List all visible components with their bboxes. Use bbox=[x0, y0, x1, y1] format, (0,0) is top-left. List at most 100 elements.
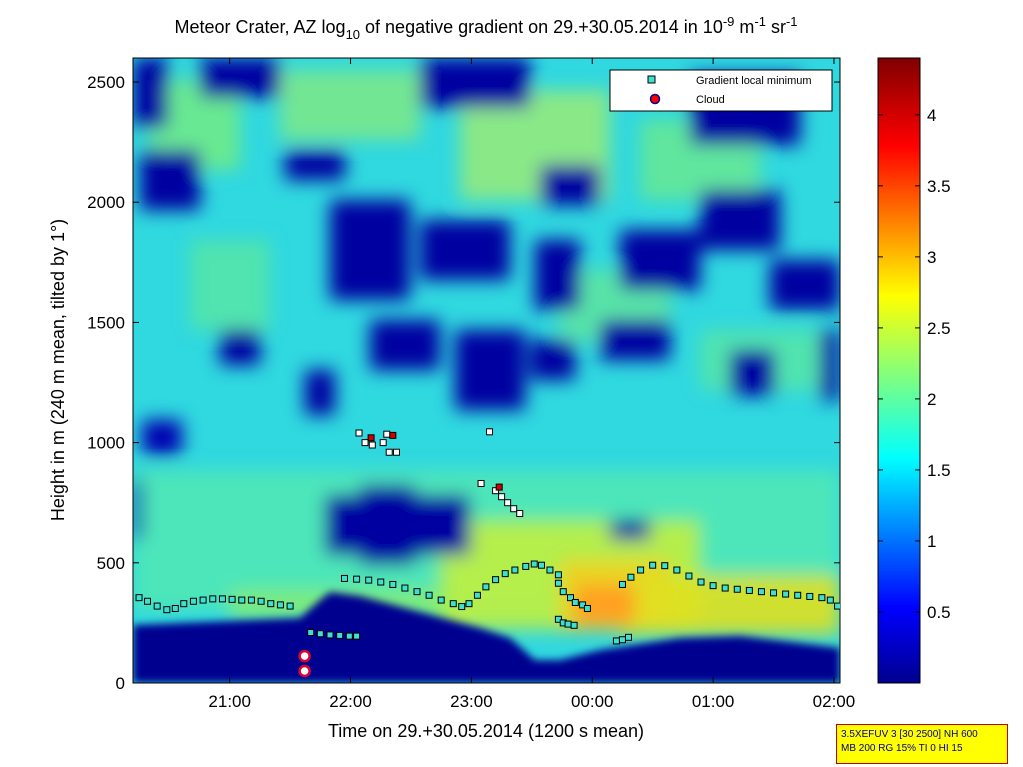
gradient-minimum-marker bbox=[571, 598, 579, 606]
gradient-minimum-marker bbox=[627, 573, 635, 581]
gradient-minimum-marker bbox=[618, 580, 626, 588]
gradient-minimum-marker bbox=[826, 596, 834, 604]
colorbar-tick-label: 4 bbox=[927, 106, 936, 125]
colorbar-tick-label: 1.5 bbox=[927, 461, 951, 480]
gradient-minimum-marker bbox=[570, 621, 578, 629]
gradient-minimum-marker bbox=[511, 566, 519, 574]
legend-label-gradient-minimum: Gradient local minimum bbox=[696, 75, 812, 87]
cloud-marker bbox=[389, 431, 397, 439]
gradient-minimum-marker bbox=[345, 632, 353, 640]
gradient-minimum-marker bbox=[579, 601, 587, 609]
gradient-minimum-marker bbox=[336, 631, 344, 639]
gradient-minimum-marker bbox=[189, 597, 197, 605]
plot-area bbox=[132, 57, 841, 684]
y-tick-label: 500 bbox=[97, 554, 125, 573]
heatmap-field bbox=[133, 58, 840, 683]
gradient-minimum-marker bbox=[673, 566, 681, 574]
gradient-minimum-marker bbox=[307, 629, 315, 637]
gradient-minimum-marker bbox=[554, 579, 562, 587]
gradient-minimum-marker bbox=[401, 584, 409, 592]
gradient-minimum-marker bbox=[425, 591, 433, 599]
gradient-minimum-marker bbox=[559, 588, 567, 596]
y-tick-label: 2500 bbox=[87, 73, 125, 92]
gradient-minimum-marker bbox=[492, 487, 500, 495]
gradient-minimum-marker bbox=[355, 429, 363, 437]
gradient-minimum-marker bbox=[834, 602, 840, 610]
gradient-minimum-marker bbox=[316, 630, 324, 638]
gradient-minimum-marker bbox=[537, 561, 545, 569]
gradient-minimum-marker bbox=[267, 600, 275, 608]
gradient-minimum-marker bbox=[583, 604, 591, 612]
gradient-minimum-marker bbox=[365, 576, 373, 584]
gradient-minimum-marker bbox=[486, 428, 494, 436]
gradient-minimum-marker bbox=[564, 620, 572, 628]
gradient-minimum-marker bbox=[530, 560, 538, 568]
colorbar-ticks: 0.5 1 1.5 2 2.5 3 3.5 4 bbox=[878, 106, 951, 622]
legend-marker-cloud bbox=[649, 93, 661, 105]
gradient-minimum-marker bbox=[685, 572, 693, 580]
gradient-minimum-marker bbox=[697, 578, 705, 586]
colorbar-tick-label: 3 bbox=[927, 248, 936, 267]
settings-info-line-1: 3.5XEFUV 3 [30 2500] NH 600 bbox=[841, 729, 978, 740]
x-tick-label: 22:00 bbox=[329, 692, 372, 711]
gradient-minimum-marker bbox=[449, 600, 457, 608]
cloud-marker bbox=[298, 664, 311, 678]
gradient-minimum-marker bbox=[153, 602, 161, 610]
y-tick-label: 1000 bbox=[87, 434, 125, 453]
gradient-minimum-marker bbox=[180, 600, 188, 608]
gradient-minimum-marker bbox=[385, 448, 393, 456]
gradient-minimum-marker bbox=[353, 575, 361, 583]
gradient-minimum-marker bbox=[501, 570, 509, 578]
settings-info-line-2: MB 200 RG 15% TI 0 HI 15 bbox=[841, 743, 963, 754]
x-tick-label: 02:00 bbox=[813, 692, 856, 711]
gradient-minimum-marker bbox=[171, 604, 179, 612]
x-axis: 21:00 22:00 23:00 00:00 01:00 02:00 bbox=[208, 58, 855, 711]
legend-box bbox=[609, 69, 833, 112]
gradient-minimum-marker bbox=[504, 499, 512, 507]
gradient-minimum-marker bbox=[218, 595, 226, 603]
gradient-minimum-marker bbox=[276, 601, 284, 609]
colorbar-tick-label: 0.5 bbox=[927, 603, 951, 622]
gradient-minimum-marker bbox=[745, 586, 753, 594]
gradient-minimum-marker bbox=[477, 479, 485, 487]
chart-title: Meteor Crater, AZ log10 of negative grad… bbox=[174, 14, 797, 42]
colorbar-tick-label: 1 bbox=[927, 532, 936, 551]
gradient-minimum-marker bbox=[379, 439, 387, 447]
gradient-minimum-marker bbox=[618, 636, 626, 644]
gradient-minimum-marker bbox=[782, 590, 790, 598]
gradient-minimum-marker bbox=[286, 602, 294, 610]
gradient-minimum-marker bbox=[368, 441, 376, 449]
gradient-minimum-marker bbox=[144, 597, 152, 605]
legend-label-cloud: Cloud bbox=[696, 94, 725, 106]
gradient-minimum-marker bbox=[163, 606, 171, 614]
gradient-minimum-marker bbox=[228, 595, 236, 603]
gradient-minimum-marker bbox=[637, 566, 645, 574]
gradient-minimum-marker bbox=[340, 574, 348, 582]
colorbar-tick-label: 3.5 bbox=[927, 177, 951, 196]
gradient-minimum-marker bbox=[770, 589, 778, 597]
gradient-minimum-marker bbox=[612, 637, 620, 645]
gradient-minimum-marker bbox=[554, 615, 562, 623]
y-axis: 0 500 1000 1500 2000 2500 bbox=[87, 73, 840, 693]
x-tick-label: 01:00 bbox=[692, 692, 735, 711]
gradient-minimum-marker bbox=[516, 510, 524, 518]
gradient-minimum-marker bbox=[413, 588, 421, 596]
settings-info-box: 3.5XEFUV 3 [30 2500] NH 600 MB 200 RG 15… bbox=[836, 724, 1008, 764]
cloud-marker bbox=[298, 649, 311, 663]
gradient-minimum-marker bbox=[649, 561, 657, 569]
colorbar-tick-label: 2 bbox=[927, 390, 936, 409]
gradient-minimum-marker bbox=[498, 493, 506, 501]
gradient-minimum-marker bbox=[465, 600, 473, 608]
cloud-markers bbox=[298, 431, 503, 678]
gradient-minimum-marker bbox=[546, 566, 554, 574]
gradient-minimum-marker bbox=[458, 603, 466, 611]
gradient-minimum-marker bbox=[361, 439, 369, 447]
colorbar-gradient bbox=[877, 57, 921, 684]
colorbar-tick-label: 2.5 bbox=[927, 319, 951, 338]
gradient-minimum-marker bbox=[473, 591, 481, 599]
gradient-minimum-marker bbox=[389, 580, 397, 588]
gradient-minimum-marker bbox=[377, 578, 385, 586]
x-tick-label: 00:00 bbox=[571, 692, 614, 711]
y-tick-label: 1500 bbox=[87, 313, 125, 332]
